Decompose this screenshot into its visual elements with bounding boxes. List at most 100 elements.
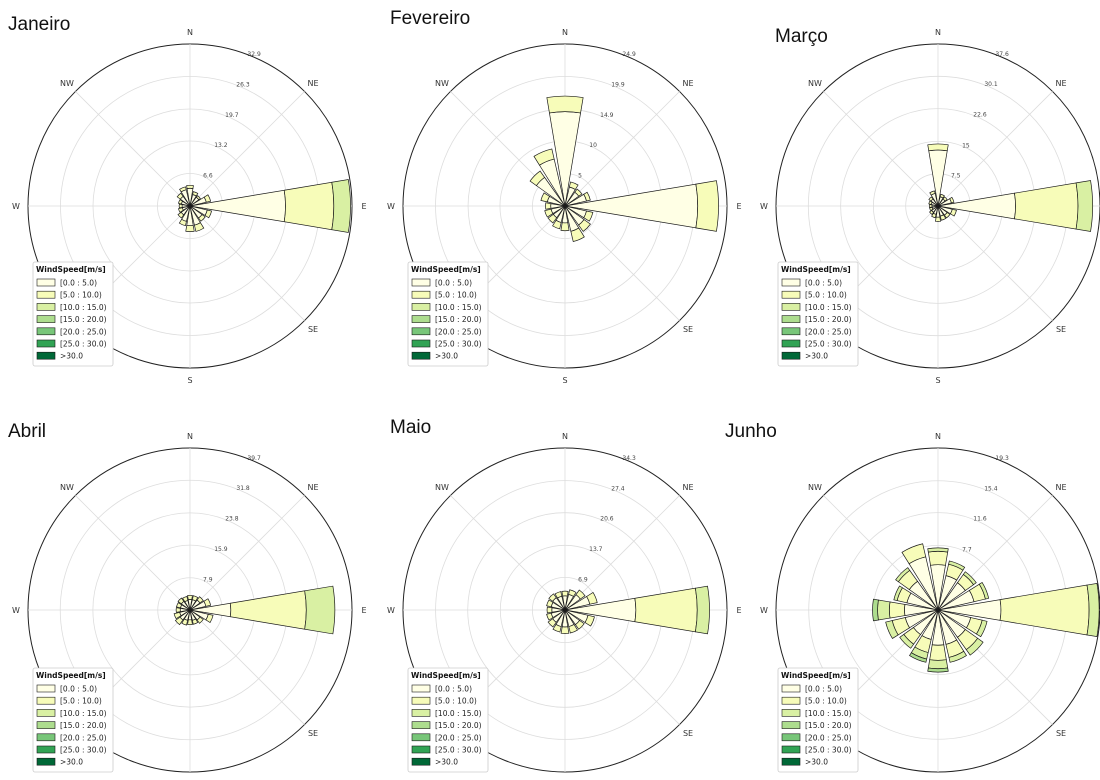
windrose-bar-segment	[529, 170, 546, 187]
legend-label: [10.0 : 15.0)	[435, 303, 482, 312]
radial-tick-label: 22.6	[973, 111, 987, 118]
windrose-panel-5: Maio6.913.720.627.434.3NNEESESSWWNWWindS…	[387, 417, 742, 773]
windrose-bar-segment	[568, 181, 579, 190]
legend-swatch	[781, 278, 801, 287]
windrose-bar-segment	[547, 213, 558, 224]
legend-label: [20.0 : 25.0)	[805, 327, 852, 336]
legend-swatch	[411, 303, 431, 311]
legend-title: WindSpeed[m/s]	[36, 265, 106, 274]
windrose-bar-segment	[574, 619, 585, 630]
chart-title: Maio	[390, 417, 431, 438]
windrose-bar-segment	[177, 211, 185, 219]
windrose-bar-segment	[196, 596, 204, 604]
legend-swatch	[781, 757, 801, 766]
legend-swatch	[36, 315, 56, 323]
radial-tick-label: 7.5	[951, 173, 961, 180]
legend-label: [20.0 : 25.0)	[60, 327, 107, 336]
windrose-bar-segment	[545, 202, 552, 210]
windrose-bar-segment	[548, 593, 557, 602]
windrose-bar-segment	[570, 227, 585, 242]
windrose-bar-segment	[173, 611, 182, 620]
legend-label: [0.0 : 5.0)	[805, 279, 842, 288]
legend-label: [5.0 : 10.0)	[805, 697, 847, 706]
compass-label-e: E	[736, 606, 741, 615]
compass-label-w: W	[760, 606, 768, 615]
legend-swatch	[36, 709, 56, 717]
windrose-panel-6: Junho7.711.615.419.3NNEESESSWWNWWindSpee…	[725, 421, 1100, 773]
compass-label-ne: NE	[308, 79, 319, 88]
legend-label: >30.0	[60, 758, 83, 767]
windrose-bar-segment	[962, 571, 977, 586]
legend-swatch	[781, 721, 801, 729]
compass-label-se: SE	[308, 325, 318, 334]
polar-grid-spoke	[564, 91, 680, 207]
windrose-bar-segment	[186, 184, 194, 189]
compass-label-ne: NE	[683, 79, 694, 88]
chart-title: Março	[775, 26, 828, 47]
windrose-bar-segment	[888, 601, 906, 619]
radial-tick-label: 20.6	[600, 516, 614, 523]
legend-label: [0.0 : 5.0)	[435, 279, 472, 288]
radial-tick-label: 7.9	[203, 577, 213, 584]
windrose-bar-segment	[552, 219, 562, 230]
windrose-bar-segment	[893, 585, 903, 601]
compass-label-e: E	[736, 202, 741, 211]
legend: WindSpeed[m/s] [0.0 : 5.0) [5.0 : 10.0) [10…	[777, 261, 859, 367]
radial-tick-label: 19.3	[995, 455, 1009, 462]
windrose-bar-segment	[229, 590, 307, 630]
windrose-bar-segment	[1075, 180, 1093, 232]
legend-label: [0.0 : 5.0)	[435, 685, 472, 694]
radial-tick-label: 19.9	[611, 81, 625, 88]
compass-label-n: N	[562, 432, 568, 441]
polar-grid-spoke	[823, 91, 939, 207]
legend-label: [5.0 : 10.0)	[60, 291, 102, 300]
windrose-bar-segment	[978, 581, 990, 600]
windrose-bar-segment	[965, 637, 984, 656]
windrose-bar-segment	[931, 212, 937, 219]
windrose-bar-segment	[177, 597, 185, 605]
windrose-bar-segment	[583, 191, 591, 202]
legend-swatch	[411, 745, 431, 754]
windrose-bar-segment	[929, 206, 934, 212]
legend-label: [15.0 : 20.0)	[805, 315, 852, 324]
legend-label: [10.0 : 15.0)	[60, 709, 107, 718]
windrose-bar-segment	[927, 143, 949, 152]
windrose-bar-segment	[885, 620, 899, 639]
windrose-bar-segment	[939, 193, 945, 199]
legend-swatch	[36, 303, 56, 311]
legend-title: WindSpeed[m/s]	[411, 671, 481, 680]
legend-swatch	[411, 315, 431, 323]
polar-grid-spoke	[189, 495, 305, 611]
radial-tick-label: 5	[578, 172, 582, 179]
legend-title: WindSpeed[m/s]	[781, 671, 851, 680]
windrose-bar-segment	[181, 618, 189, 626]
compass-label-se: SE	[1056, 325, 1066, 334]
radial-tick-label: 10	[589, 142, 597, 149]
legend-label: [15.0 : 20.0)	[60, 721, 107, 730]
legend-swatch	[36, 278, 56, 287]
compass-label-n: N	[935, 28, 941, 37]
windrose-bar-segment	[195, 195, 201, 201]
windrose-bar-segment	[927, 667, 949, 673]
compass-label-e: E	[361, 202, 366, 211]
compass-label-se: SE	[308, 729, 318, 738]
legend-swatch	[781, 696, 801, 705]
legend-swatch	[781, 315, 801, 323]
legend-label: [10.0 : 15.0)	[435, 709, 482, 718]
legend-swatch	[411, 721, 431, 729]
legend-title: WindSpeed[m/s]	[781, 265, 851, 274]
legend-swatch	[36, 327, 56, 336]
legend-label: [5.0 : 10.0)	[435, 697, 477, 706]
radial-tick-label: 30.1	[984, 81, 998, 88]
legend-swatch	[781, 733, 801, 742]
compass-label-nw: NW	[808, 483, 822, 492]
windrose-bar-segment	[877, 599, 891, 621]
radial-tick-label: 14.9	[600, 112, 614, 119]
windrose-bar-segment	[927, 550, 949, 566]
windrose-bar-segment	[560, 626, 570, 634]
radial-tick-label: 15.4	[984, 486, 998, 493]
windrose-panel-4: Abril7.915.923.831.839.7NNEESESSWWNWWind…	[8, 421, 367, 773]
windrose-bar-segment	[561, 590, 569, 597]
polar-grid-spoke	[189, 91, 305, 207]
